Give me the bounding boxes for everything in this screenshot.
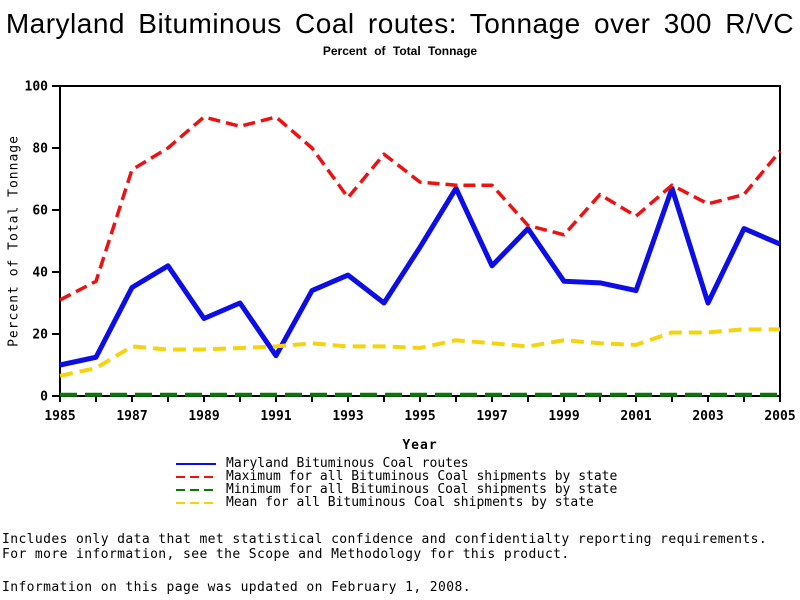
legend-line-minimum-icon bbox=[176, 488, 216, 491]
legend-item-mean: Mean for all Bituminous Coal shipments b… bbox=[176, 495, 617, 510]
chart-subtitle: Percent of Total Tonnage bbox=[322, 44, 478, 58]
x-tick-label: 1987 bbox=[116, 409, 147, 424]
legend-item-maryland: Maryland Bituminous Coal routes bbox=[176, 456, 617, 471]
footer-gap bbox=[2, 562, 767, 580]
x-tick-label: 1997 bbox=[476, 409, 507, 424]
x-tick-label: 2001 bbox=[620, 409, 651, 424]
footer: Includes only data that met statistical … bbox=[2, 532, 767, 595]
y-axis-title: Percent of Total Tonnage bbox=[6, 135, 22, 347]
legend: Maryland Bituminous Coal routes Maximum … bbox=[176, 456, 618, 510]
x-tick-label: 2005 bbox=[764, 409, 795, 424]
x-axis-title: Year bbox=[402, 438, 438, 453]
footer-note-line-2: For more information, see the Scope and … bbox=[2, 547, 570, 562]
legend-label: Maryland Bituminous Coal routes bbox=[226, 456, 469, 471]
y-tick-label: 80 bbox=[32, 142, 48, 157]
x-tick-label: 2003 bbox=[692, 409, 723, 424]
x-tick-label: 1993 bbox=[332, 409, 363, 424]
x-tick-label: 1995 bbox=[404, 409, 435, 424]
x-tick-label: 1989 bbox=[188, 409, 219, 424]
line-chart: 0 20 40 60 80 100 1985 1987 1989 1991 1993 1995 1997… bbox=[25, 80, 796, 425]
y-tick-label: 60 bbox=[32, 204, 48, 219]
chart-title: Maryland Bituminous Coal routes: Tonnage… bbox=[5, 8, 795, 39]
legend-label: Mean for all Bituminous Coal shipments b… bbox=[226, 495, 594, 510]
legend-label: Maximum for all Bituminous Coal shipment… bbox=[226, 469, 618, 484]
y-tick-label: 20 bbox=[32, 328, 48, 343]
x-tick-label: 1999 bbox=[548, 409, 579, 424]
footer-note-line-1: Includes only data that met statistical … bbox=[2, 532, 768, 547]
x-tick-label: 1985 bbox=[44, 409, 75, 424]
series-line-3 bbox=[59, 327, 780, 378]
series-line-1 bbox=[59, 115, 782, 302]
legend-line-maryland-icon bbox=[176, 462, 216, 465]
series-line-0 bbox=[59, 185, 781, 368]
legend-label: Minimum for all Bituminous Coal shipment… bbox=[226, 482, 618, 497]
y-tick-label: 0 bbox=[40, 390, 48, 405]
y-tick-label: 40 bbox=[32, 266, 48, 281]
footer-update-line: Information on this page was updated on … bbox=[2, 580, 471, 595]
x-tick-label: 1991 bbox=[260, 409, 291, 424]
legend-line-maximum-icon bbox=[176, 475, 216, 478]
legend-item-maximum: Maximum for all Bituminous Coal shipment… bbox=[176, 469, 618, 484]
legend-item-minimum: Minimum for all Bituminous Coal shipment… bbox=[176, 482, 618, 497]
y-tick-label: 100 bbox=[25, 80, 49, 95]
legend-line-mean-icon bbox=[176, 501, 216, 504]
